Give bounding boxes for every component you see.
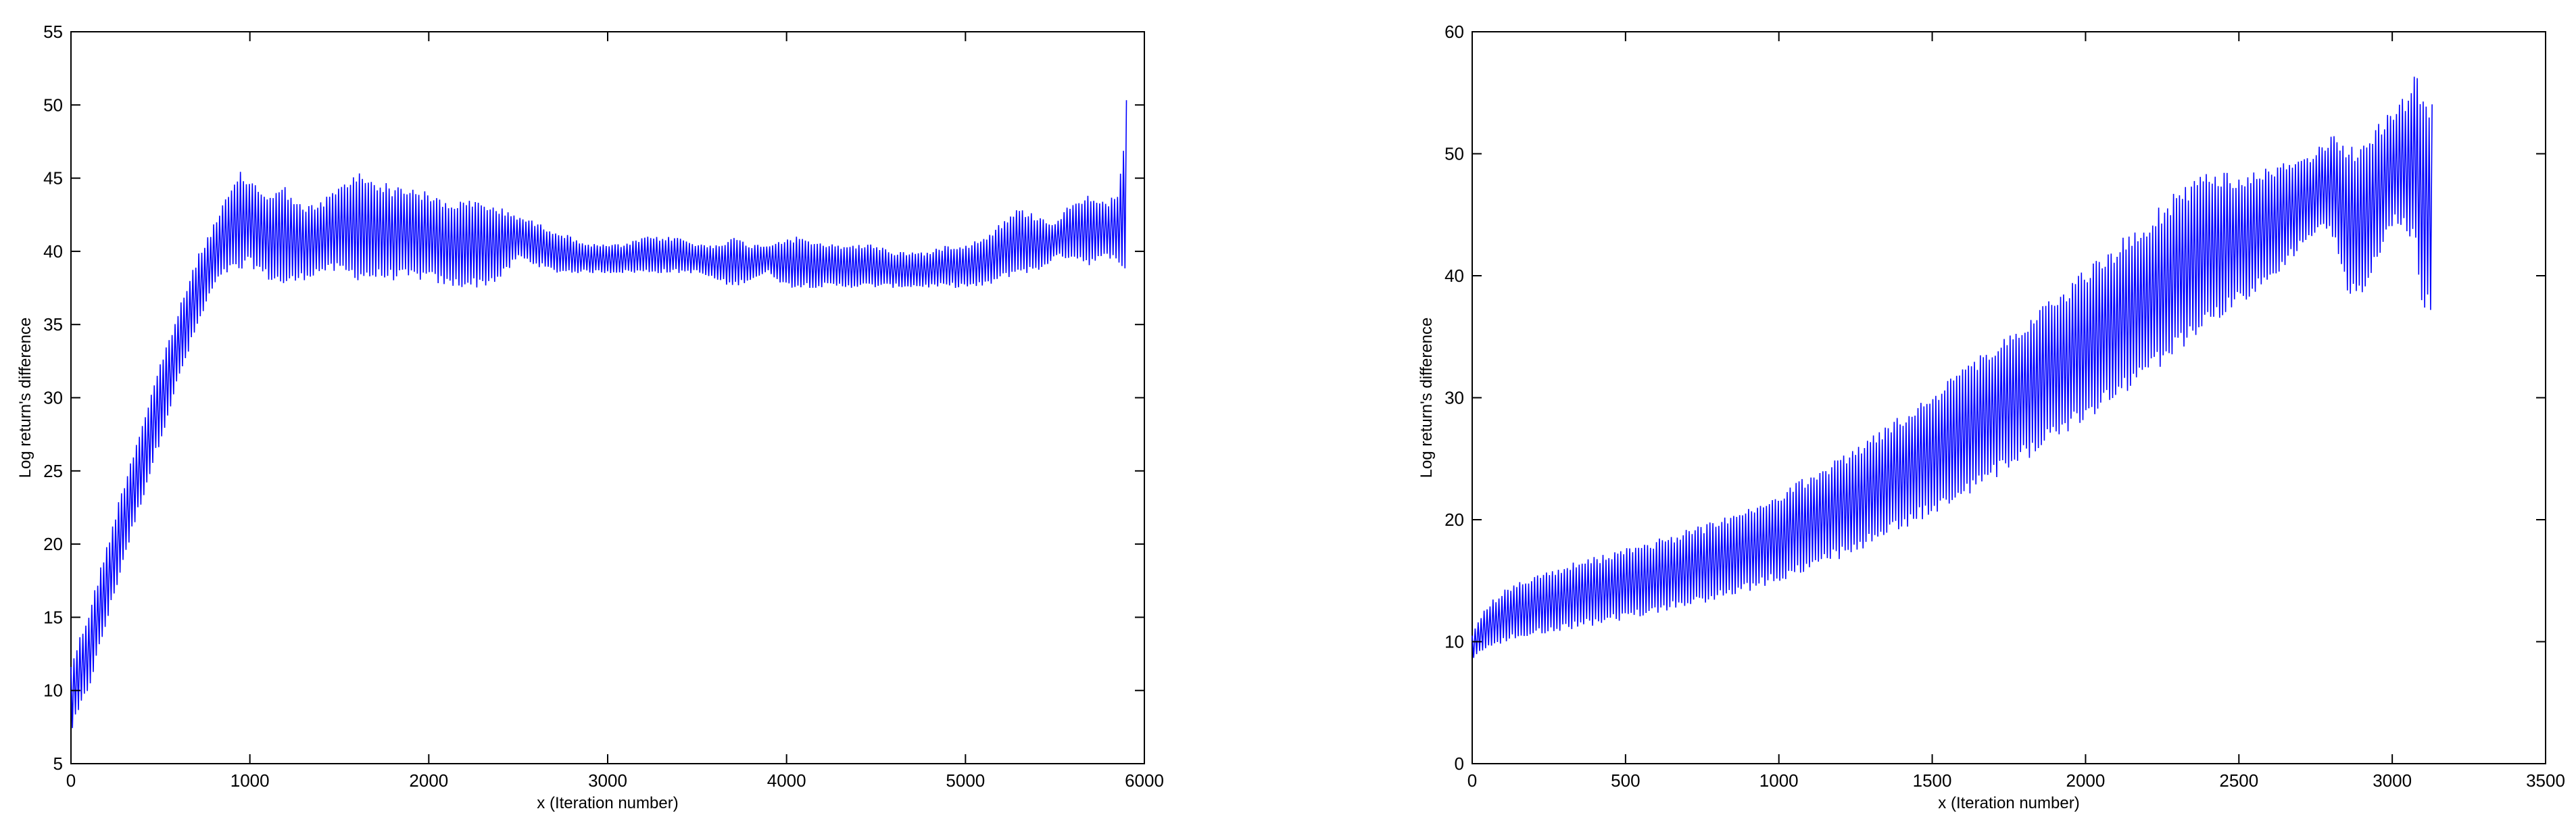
- y-tick-label: 40: [1444, 266, 1464, 286]
- left-chart-panel: 0 1000 2000 3000 4000 5000 6000 5 10 15 20 25 30 35 40…: [16, 22, 1164, 812]
- y-tick-label: 40: [43, 241, 63, 262]
- y-tick-label: 50: [43, 95, 63, 115]
- x-tick-label: 0: [1467, 770, 1477, 791]
- x-axis-label: x (Iteration number): [1938, 794, 2079, 812]
- y-tick-label: 0: [1455, 754, 1464, 774]
- y-tick-label: 60: [1444, 22, 1464, 42]
- x-tick-label: 6000: [1125, 770, 1164, 791]
- y-tick-label: 50: [1444, 144, 1464, 164]
- series-line-0: [1472, 76, 2433, 658]
- x-tick-label: 3000: [2373, 770, 2412, 791]
- series-layer: [1472, 76, 2433, 658]
- y-tick-label: 10: [43, 681, 63, 701]
- x-tick-label: 1000: [230, 770, 270, 791]
- y-tick-label: 30: [43, 388, 63, 408]
- tick-layer: 0 500 1000 1500 2000 2500 3000 3500 0 10 20 30 40 50 6…: [1444, 22, 2565, 791]
- y-axis-label: Log return's difference: [16, 318, 34, 478]
- x-axis-label: x (Iteration number): [537, 794, 678, 812]
- x-tick-label: 5000: [946, 770, 985, 791]
- plot-area-frame: [70, 31, 1145, 764]
- x-tick-label: 500: [1611, 770, 1640, 791]
- y-tick-label: 25: [43, 461, 63, 481]
- tick-layer: 0 1000 2000 3000 4000 5000 6000 5 10 15 20 25 30 35 40…: [43, 22, 1164, 791]
- x-tick-label: 3500: [2526, 770, 2565, 791]
- x-tick-label: 2500: [2219, 770, 2258, 791]
- x-tick-label: 2000: [409, 770, 448, 791]
- y-tick-label: 20: [43, 534, 63, 554]
- y-tick-label: 55: [43, 22, 63, 42]
- y-tick-label: 20: [1444, 510, 1464, 530]
- x-tick-label: 0: [66, 770, 76, 791]
- x-tick-label: 1500: [1913, 770, 1952, 791]
- y-tick-label: 35: [43, 314, 63, 335]
- y-tick-label: 30: [1444, 388, 1464, 408]
- right-chart-panel: 0 500 1000 1500 2000 2500 3000 3500 0 10 20 30 40 50 6…: [1417, 22, 2565, 812]
- x-tick-label: 2000: [2066, 770, 2106, 791]
- y-tick-label: 10: [1444, 632, 1464, 652]
- y-axis-label: Log return's difference: [1417, 318, 1436, 478]
- y-tick-label: 5: [53, 754, 63, 774]
- y-tick-label: 45: [43, 168, 63, 189]
- series-line-0: [70, 100, 1127, 729]
- series-layer: [70, 100, 1127, 729]
- x-tick-label: 1000: [1759, 770, 1799, 791]
- x-tick-label: 4000: [767, 770, 806, 791]
- y-tick-label: 15: [43, 607, 63, 627]
- x-tick-label: 3000: [588, 770, 627, 791]
